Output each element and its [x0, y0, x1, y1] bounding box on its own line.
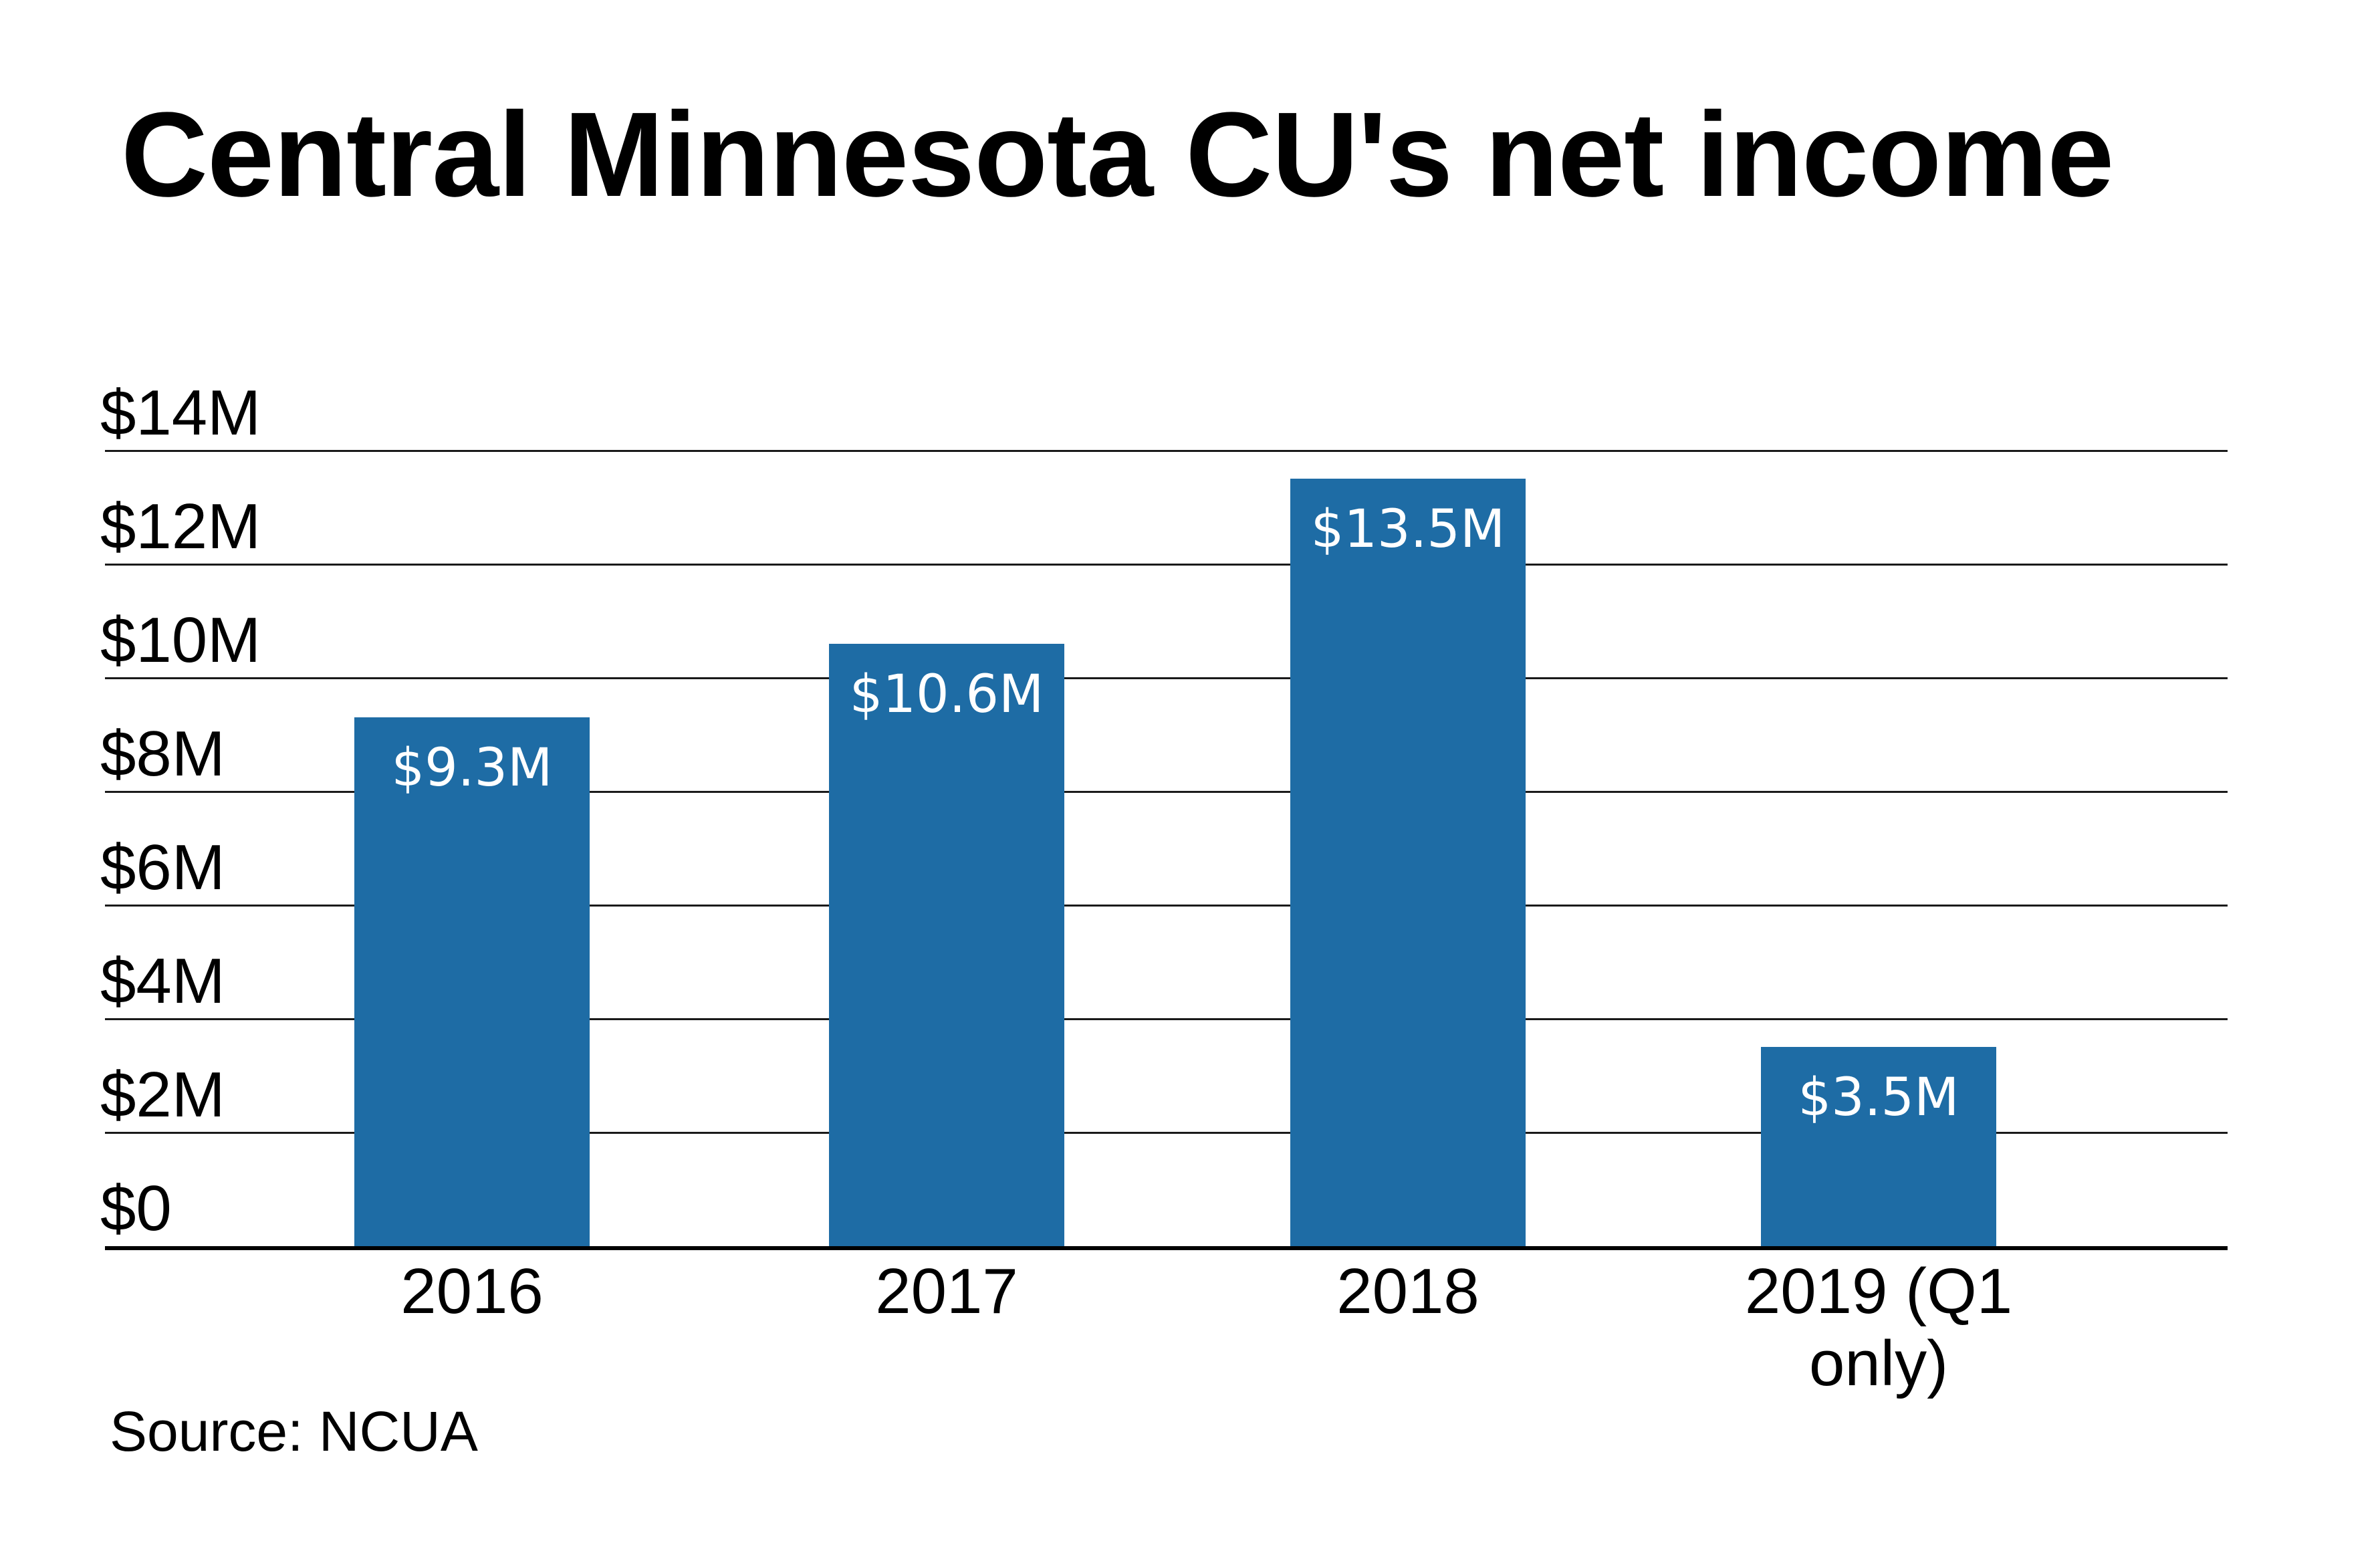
x-axis-category-label: 2016	[400, 1256, 544, 1327]
bar: $13.5M	[1290, 479, 1526, 1246]
x-axis-category-label: 2019 (Q1 only)	[1744, 1256, 2013, 1399]
bar-value-label: $3.5M	[1798, 1068, 1959, 1128]
y-axis-tick-label: $4M	[100, 945, 225, 1017]
x-axis-line	[105, 1246, 2228, 1250]
bar: $3.5M	[1761, 1047, 1996, 1246]
y-axis-tick-label: $12M	[100, 491, 261, 562]
y-axis-tick-label: $2M	[100, 1059, 225, 1130]
bar-value-label: $13.5M	[1310, 499, 1506, 560]
y-axis-tick-label: $14M	[100, 377, 261, 449]
y-axis-tick-label: $0	[100, 1173, 172, 1244]
bar: $10.6M	[829, 644, 1064, 1246]
gridline	[105, 1132, 2228, 1134]
y-axis-tick-label: $8M	[100, 718, 225, 790]
gridline	[105, 677, 2228, 679]
gridline	[105, 564, 2228, 566]
y-axis-tick-label: $10M	[100, 604, 261, 676]
source-attribution: Source: NCUA	[110, 1400, 478, 1463]
gridline	[105, 905, 2228, 907]
bar: $9.3M	[354, 717, 590, 1246]
gridline	[105, 1018, 2228, 1020]
gridline	[105, 791, 2228, 793]
chart-title: Central Minnesota CU's net income	[121, 88, 2114, 222]
x-axis-category-label: 2017	[875, 1256, 1018, 1327]
bar-value-label: $10.6M	[849, 665, 1044, 725]
x-axis-category-label: 2018	[1336, 1256, 1479, 1327]
gridline	[105, 450, 2228, 452]
y-axis-tick-label: $6M	[100, 832, 225, 903]
bar-value-label: $9.3M	[391, 738, 553, 798]
